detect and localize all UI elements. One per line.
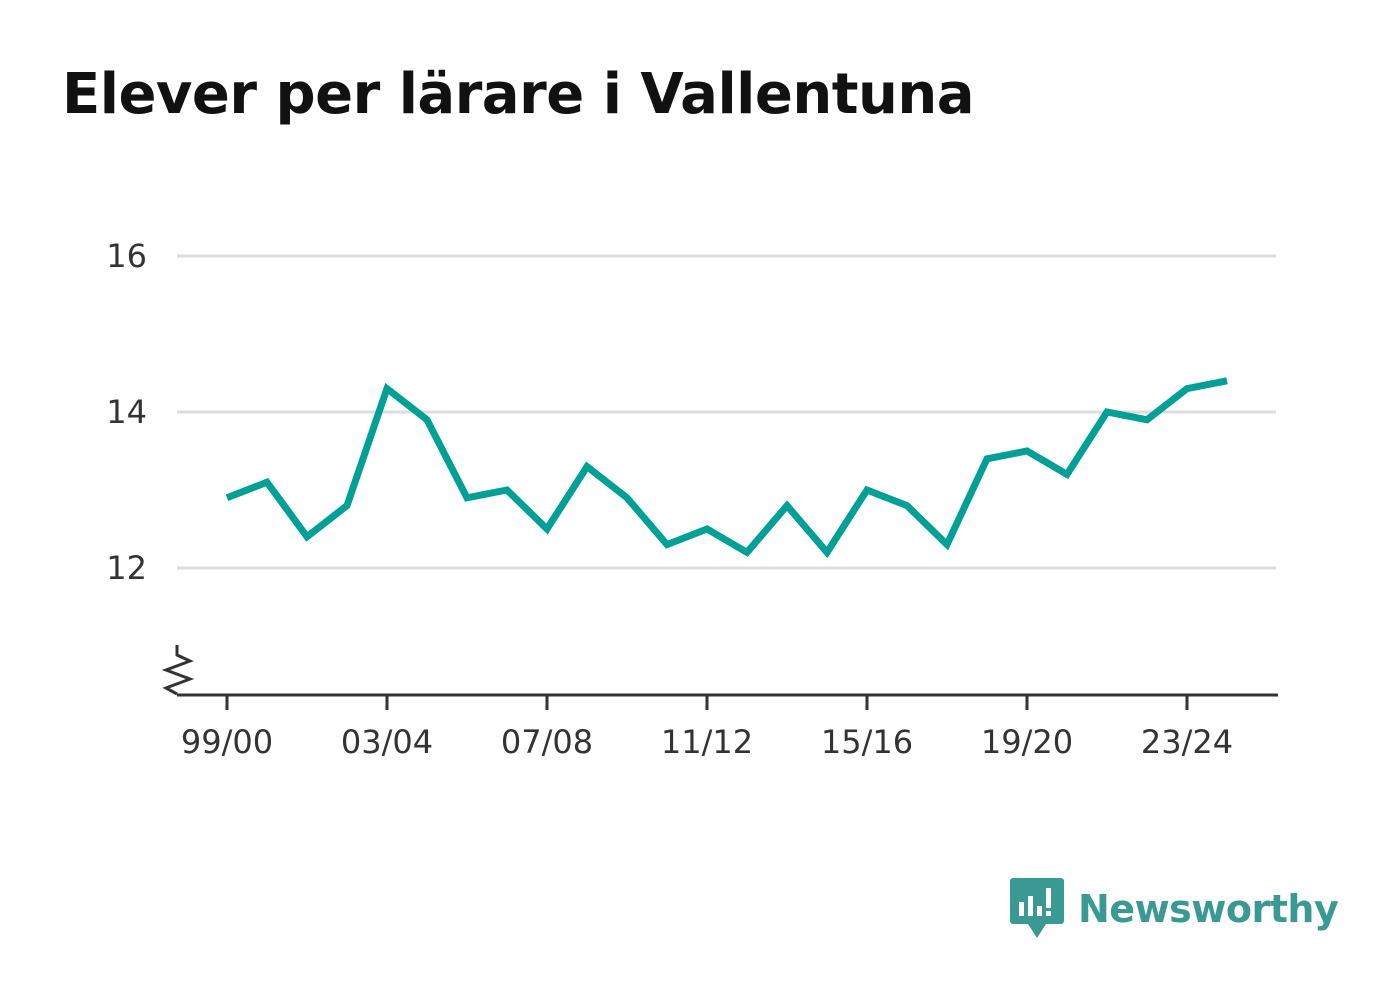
x-tick-label: 23/24 — [1141, 723, 1233, 761]
y-tick-label: 14 — [106, 393, 147, 431]
y-tick-label: 16 — [106, 237, 147, 275]
chart-title: Elever per lärare i Vallentuna — [62, 62, 974, 127]
x-tick-label: 03/04 — [341, 723, 433, 761]
y-axis-labels: 12 14 16 — [106, 237, 147, 587]
x-tick-label: 99/00 — [181, 723, 273, 761]
gridlines — [177, 254, 1276, 570]
x-tick-label: 19/20 — [981, 723, 1073, 761]
newsworthy-logo-icon — [1010, 878, 1064, 938]
x-tick-label: 07/08 — [501, 723, 593, 761]
x-axis-labels: 99/00 03/04 07/08 11/12 15/16 19/20 23/24 — [181, 723, 1233, 761]
brand-logo: Newsworthy — [1010, 878, 1339, 940]
series-line — [225, 377, 1228, 559]
series-group — [225, 377, 1228, 559]
x-tick-label: 15/16 — [821, 723, 913, 761]
y-tick-label: 12 — [106, 549, 147, 587]
x-tick-label: 11/12 — [661, 723, 753, 761]
x-axis — [161, 645, 1278, 710]
brand-name: Newsworthy — [1078, 887, 1339, 931]
y-axis-break-symbol — [161, 645, 195, 696]
